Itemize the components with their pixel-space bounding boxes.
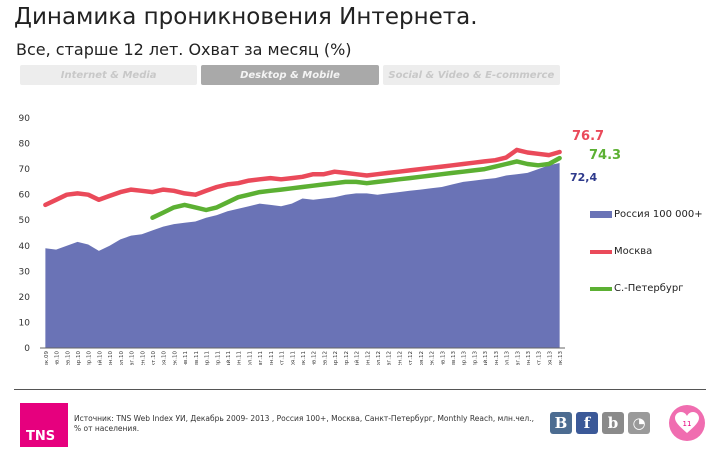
x-tick-label: Окт.13 [537,351,543,365]
x-tick-label: Июл.11 [247,351,253,365]
footer-divider [14,389,706,390]
legend-label-spb: С.-Петербург [614,283,684,294]
x-tick-label: Фев.11 [194,351,200,365]
series-line-1 [43,147,562,208]
x-tick-label: Апр.10 [87,351,93,365]
x-tick-label: Фев.10 [65,351,71,365]
x-tick-label: Апр.13 [472,351,478,365]
x-tick-label: Июн.12 [365,351,371,365]
heart-icon[interactable]: 11 [669,405,705,441]
x-tick-label: Май.11 [225,351,232,365]
x-tick-label: Окт.11 [280,351,286,365]
tab-bar: Internet & Media Desktop & Mobile Social… [20,65,560,85]
x-tick-label: Окт.10 [151,351,157,365]
x-tick-label: Ноя.11 [290,351,296,365]
y-tick-label: 80 [19,140,31,150]
slide-title: Динамика проникновения Интернета. [14,4,478,30]
x-tick-label: Мар.10 [76,351,82,365]
x-tick-label: Сен.13 [526,351,532,365]
legend-item-spb: С.-Петербург [590,283,683,294]
x-tick-label: Ноя.10 [162,351,168,365]
x-tick-label: Июн.13 [494,351,500,365]
x-tick-label: Янв.13 [440,350,446,365]
x-tick-label: Июл.12 [376,351,382,365]
x-tick-label: Авг.10 [130,350,136,365]
rss-icon[interactable]: ◔ [628,412,650,434]
series-area-0 [45,163,560,348]
x-tick-label: Дек.10 [172,350,178,365]
tab-social-video-ecommerce[interactable]: Social & Video & E-commerce [382,65,560,85]
heart-shape [675,412,699,433]
x-tick-label: Май.12 [354,351,361,365]
x-tick-label: Авг.12 [387,351,393,365]
y-tick-label: 90 [19,114,31,124]
y-tick-label: 10 [19,318,31,328]
x-tick-label: Авг.11 [258,351,264,365]
legend-label-moscow: Москва [614,246,653,257]
legend-item-russia: Россия 100 000+ [590,209,703,220]
facebook-icon[interactable]: f [576,412,598,434]
x-tick-label: Янв.12 [312,351,318,365]
x-tick-label: Дек.13 [558,350,564,365]
tns-logo: TNS [20,403,68,447]
x-tick-label: Фев.13 [451,351,457,365]
legend-swatch-russia [590,211,612,218]
y-tick-label: 60 [19,191,31,201]
x-tick-label: Апр.12 [344,351,350,365]
x-tick-label: Дек.11 [301,351,307,365]
x-tick-label: Июл.13 [505,351,511,365]
x-tick-label: Авг.13 [515,350,521,365]
source-note: Источник: TNS Web Index УИ, Декабрь 2009… [74,414,534,433]
x-tick-label: Сен.12 [397,351,403,365]
tab-internet-media[interactable]: Internet & Media [20,65,198,85]
y-tick-label: 30 [19,267,31,277]
slide-subtitle: Все, старше 12 лет. Охват за месяц (%) [16,40,352,59]
legend-label-russia: Россия 100 000+ [614,209,703,220]
legend-swatch-moscow [590,249,612,254]
x-tick-label: Сен.11 [269,351,275,365]
page-number: 11 [682,420,692,428]
x-tick-label: Мар.11 [205,351,211,365]
x-tick-label: Дек.09 [44,350,50,365]
x-tick-label: Сен.10 [140,351,146,365]
tns-logo-text: TNS [26,429,56,444]
y-tick-label: 70 [19,165,31,175]
series-line-2 [150,155,562,220]
blog-icon[interactable]: b [602,412,624,434]
x-tick-label: Июн.11 [237,351,243,365]
vk-icon[interactable]: В [550,412,572,434]
x-tick-label: Окт.12 [408,351,414,365]
x-tick-label: Апр.11 [215,351,221,365]
x-tick-label: Май.13 [482,350,489,365]
legend-swatch-spb [590,286,612,291]
y-tick-label: 50 [19,216,31,226]
x-tick-label: Дек.12 [430,351,436,365]
penetration-chart: 0 10 20 30 40 50 60 70 80 90 Дек.09 Янв.10 Фев.10 Мар… [19,114,565,365]
tab-desktop-mobile[interactable]: Desktop & Mobile [201,65,379,85]
x-tick-label: Июн.10 [108,351,114,365]
x-tick-label: Ноя.12 [419,351,425,365]
x-tick-label: Ноя.13 [547,351,553,365]
end-label-moscow: 76.7 [572,129,605,144]
x-tick-label: Янв.11 [183,351,189,365]
x-tick-label: Фев.12 [322,351,328,365]
y-tick-label: 20 [19,293,31,303]
end-label-russia: 72,4 [570,171,598,184]
x-tick-label: Май.10 [96,350,103,365]
x-tick-label: Янв.10 [55,350,61,365]
x-tick-label: Июл.10 [119,351,125,365]
end-label-spb: 74.3 [589,148,622,163]
legend-item-moscow: Москва [590,246,652,257]
x-tick-label: Мар.13 [462,351,468,365]
y-tick-label: 0 [24,344,30,354]
y-tick-label: 40 [19,242,31,252]
x-tick-label: Мар.12 [333,351,339,365]
